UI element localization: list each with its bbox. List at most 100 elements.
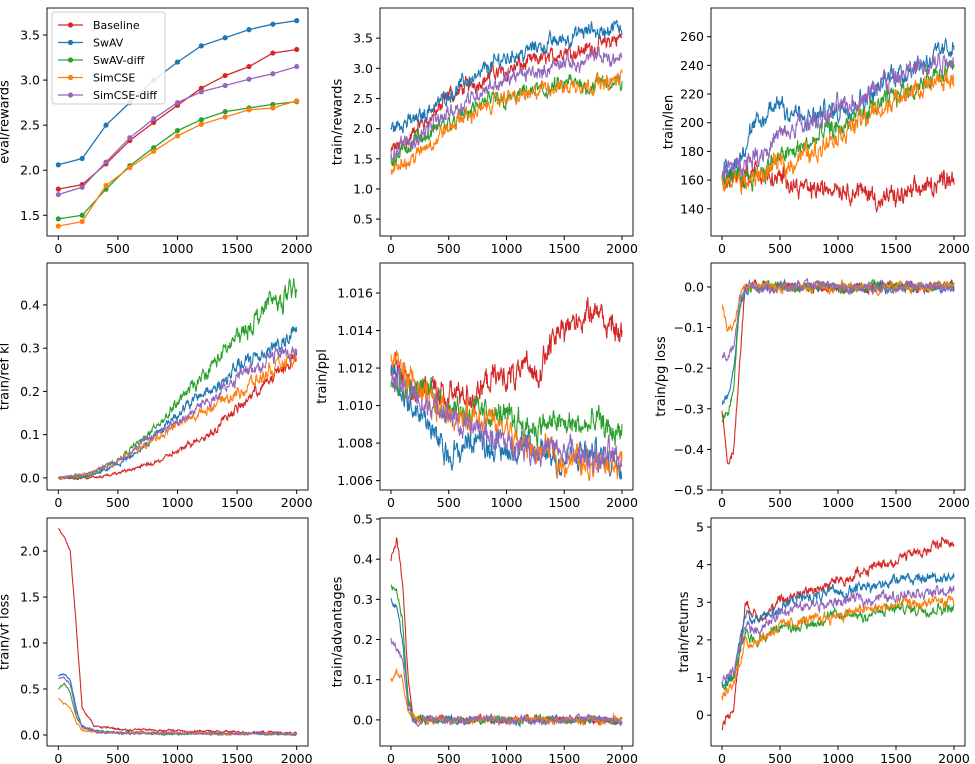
x-tick-label: 1000 bbox=[491, 751, 523, 764]
axes-frame bbox=[46, 517, 309, 747]
x-tick-label: 2000 bbox=[938, 495, 970, 510]
x-tick-label: 0 bbox=[387, 751, 395, 764]
x-tick-label: 1500 bbox=[880, 495, 912, 510]
y-tick-label: 1 bbox=[696, 670, 704, 685]
data-point-swav-diff bbox=[174, 127, 181, 134]
subplot-3: 0 500 1000 1500 2000 140 160 180 200 220 240 260 tra… bbox=[662, 7, 970, 256]
x-tick-label: 500 bbox=[768, 495, 792, 510]
x-tick-label: 1500 bbox=[221, 751, 253, 764]
x-tick-label: 0 bbox=[718, 241, 726, 256]
x-tick-label: 1000 bbox=[822, 241, 854, 256]
axes-frame bbox=[710, 262, 966, 491]
data-point-simcse bbox=[55, 223, 61, 229]
x-tick-label: 500 bbox=[437, 751, 461, 764]
data-point-simcse bbox=[103, 182, 109, 189]
series-line-baseline bbox=[721, 279, 955, 465]
legend-marker bbox=[67, 39, 74, 46]
x-tick-label: 2000 bbox=[281, 495, 313, 510]
y-tick-label: 0.1 bbox=[353, 672, 373, 687]
y-tick-label: 0.4 bbox=[353, 552, 373, 567]
y-tick-label: 1.5 bbox=[20, 590, 40, 605]
y-tick-label: 1.0 bbox=[353, 181, 373, 196]
x-tick-label: 0 bbox=[54, 495, 62, 510]
series-group bbox=[390, 537, 623, 729]
x-tick-label: 2000 bbox=[938, 241, 970, 256]
series-line-baseline bbox=[390, 537, 623, 727]
data-point-swav-diff bbox=[198, 117, 204, 123]
x-tick-label: 1500 bbox=[880, 241, 912, 256]
subplot-2: 0 500 1000 1500 2000 0.5 1.0 1.5 2.0 2.5 3.0 3.5 tra… bbox=[331, 7, 638, 256]
series-line-swav-diff bbox=[390, 584, 623, 726]
series-line-swav-diff bbox=[721, 278, 955, 423]
y-tick-label: 3.0 bbox=[353, 61, 373, 76]
y-tick-label: 1.0 bbox=[20, 636, 40, 651]
legend-marker bbox=[67, 22, 74, 28]
subplot-7: 0 500 1000 1500 2000 0.0 0.5 1.0 1.5 2.0 train/vf … bbox=[0, 517, 313, 764]
series-line-simcse bbox=[390, 349, 623, 482]
x-tick-label: 1500 bbox=[221, 241, 253, 256]
series-line-swav-diff bbox=[58, 277, 298, 480]
y-tick-label: −0.3 bbox=[674, 401, 704, 416]
series-group bbox=[390, 297, 623, 482]
y-tick-label: 1.014 bbox=[337, 323, 373, 338]
y-tick-label: 1.5 bbox=[353, 151, 373, 166]
legend-label-swav: SwAV bbox=[93, 37, 124, 50]
y-axis-label: train/vf loss bbox=[0, 594, 13, 670]
legend-label-simcse: SimCSE bbox=[93, 72, 135, 85]
x-tick-label: 1000 bbox=[162, 241, 194, 256]
data-point-simcse-diff bbox=[151, 116, 157, 122]
subplot-5: 0 500 1000 1500 2000 1.006 1.008 1.010 1.012 1.01… bbox=[315, 262, 638, 510]
data-point-simcse bbox=[294, 98, 300, 104]
legend: Baseline SwAV SwAV-diff SimCSE SimCSE-diff bbox=[51, 11, 166, 105]
series-line-swav bbox=[721, 36, 955, 185]
data-point-simcse bbox=[198, 121, 204, 127]
series-line-baseline bbox=[721, 536, 955, 731]
y-axis-label: train/ref kl bbox=[0, 343, 13, 411]
data-point-simcse bbox=[174, 133, 181, 139]
y-tick-label: 0.3 bbox=[20, 341, 40, 356]
series-line-simcse bbox=[721, 595, 955, 701]
data-point-simcse bbox=[246, 107, 252, 113]
y-tick-label: −0.2 bbox=[674, 361, 704, 376]
data-point-simcse-diff bbox=[55, 191, 61, 198]
x-tick-label: 1500 bbox=[221, 495, 253, 510]
data-point-baseline bbox=[151, 119, 157, 126]
x-tick-label: 1000 bbox=[162, 495, 194, 510]
x-tick-label: 2000 bbox=[606, 751, 638, 764]
series-line-simcse-diff bbox=[58, 346, 298, 479]
data-point-simcse-diff bbox=[198, 89, 204, 95]
y-tick-label: −0.4 bbox=[674, 442, 704, 457]
y-tick-label: 0.5 bbox=[20, 682, 40, 697]
series-group bbox=[721, 277, 955, 465]
y-tick-label: 0.1 bbox=[20, 427, 40, 442]
y-tick-label: 1.010 bbox=[337, 398, 373, 413]
series-line-swav bbox=[721, 278, 955, 406]
x-tick-label: 1500 bbox=[548, 495, 580, 510]
y-tick-label: 5 bbox=[696, 520, 704, 535]
data-point-baseline bbox=[294, 46, 300, 53]
series-line-baseline bbox=[57, 352, 298, 481]
y-tick-label: −0.5 bbox=[674, 483, 704, 498]
legend-label-simcse-diff: SimCSE-diff bbox=[93, 89, 157, 102]
series-line-swav bbox=[390, 598, 623, 729]
y-axis-label: train/advantages bbox=[331, 576, 346, 687]
series-group bbox=[57, 277, 298, 481]
y-tick-label: 1.012 bbox=[337, 361, 373, 376]
series-line-simcse-diff bbox=[721, 52, 955, 180]
subplot-6: 0 500 1000 1500 2000 −0.5 −0.4 −0.3 −0.2 −0.1 0.0 t… bbox=[654, 262, 970, 510]
data-point-simcse-diff bbox=[127, 135, 133, 141]
y-tick-label: 0.5 bbox=[353, 512, 373, 527]
x-tick-label: 0 bbox=[718, 495, 726, 510]
series-line-swav-diff bbox=[57, 682, 298, 737]
data-point-baseline bbox=[55, 186, 61, 192]
y-tick-label: 2.0 bbox=[20, 544, 40, 559]
x-tick-label: 1000 bbox=[491, 241, 523, 256]
series-line-swav bbox=[721, 571, 955, 689]
y-tick-label: 0.2 bbox=[20, 384, 40, 399]
data-point-baseline bbox=[198, 85, 204, 91]
y-tick-label: 160 bbox=[680, 173, 704, 188]
series-line-swav-diff bbox=[58, 101, 297, 220]
x-tick-label: 2000 bbox=[938, 751, 970, 764]
x-tick-label: 0 bbox=[54, 241, 62, 256]
